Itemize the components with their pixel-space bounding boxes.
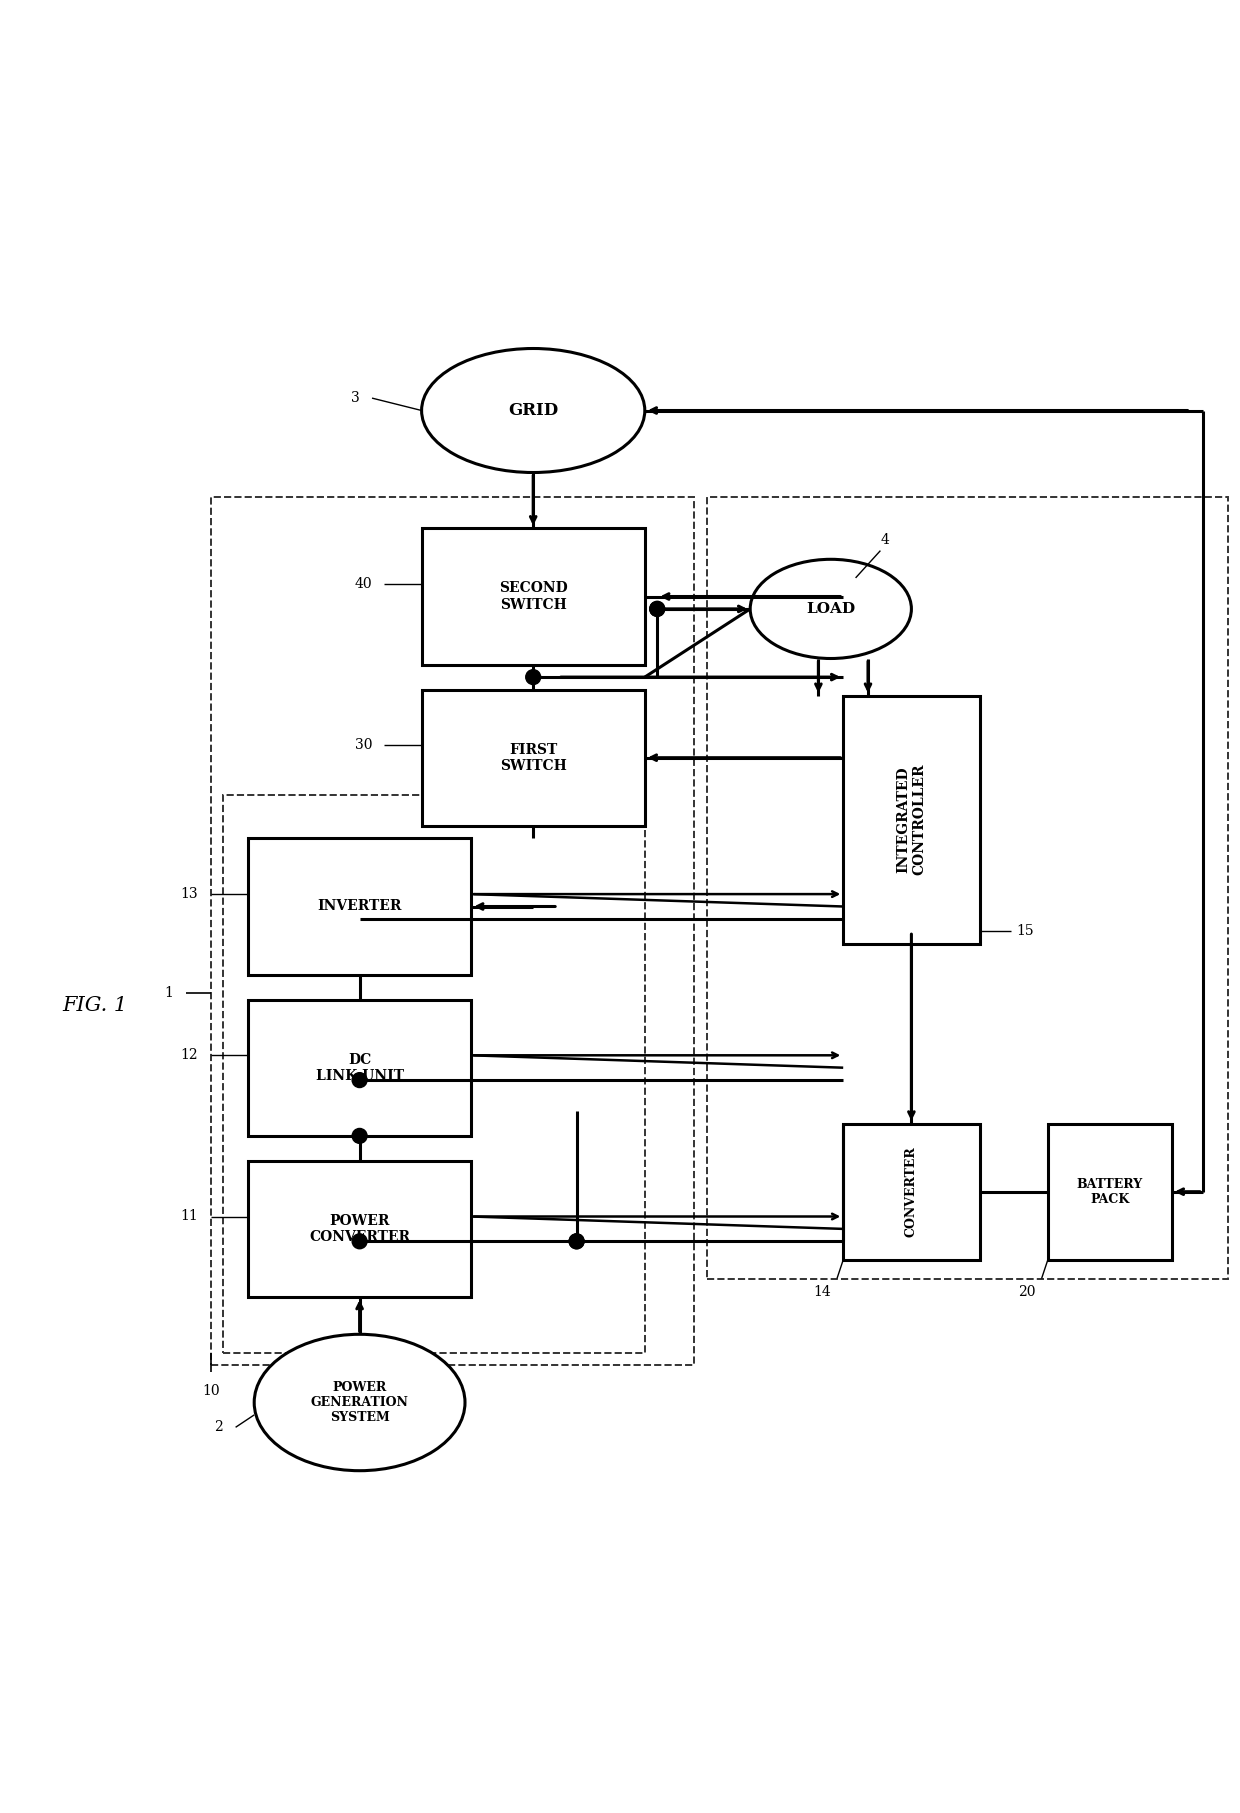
Text: POWER
CONVERTER: POWER CONVERTER [309, 1213, 410, 1244]
Text: 20: 20 [1018, 1285, 1035, 1298]
Text: GRID: GRID [508, 402, 558, 419]
Circle shape [650, 602, 665, 616]
Text: 30: 30 [355, 738, 372, 752]
Text: BATTERY
PACK: BATTERY PACK [1076, 1178, 1143, 1206]
Text: 10: 10 [202, 1383, 219, 1398]
Bar [422, 689, 645, 827]
Ellipse shape [750, 558, 911, 658]
Ellipse shape [254, 1334, 465, 1470]
Bar [248, 838, 471, 975]
Circle shape [569, 1235, 584, 1249]
Bar [211, 497, 694, 1365]
Circle shape [352, 1128, 367, 1144]
Circle shape [569, 1235, 584, 1249]
Text: 13: 13 [181, 887, 198, 901]
Text: 1: 1 [165, 986, 174, 1001]
Bar [707, 497, 1228, 1278]
Text: FIRST
SWITCH: FIRST SWITCH [500, 743, 567, 772]
Text: CONVERTER: CONVERTER [905, 1146, 918, 1236]
Text: 15: 15 [1017, 925, 1034, 939]
Text: 3: 3 [351, 392, 360, 404]
Bar [248, 1160, 471, 1296]
Bar [248, 999, 471, 1137]
Bar [223, 794, 645, 1352]
Circle shape [352, 1235, 367, 1249]
Text: 4: 4 [880, 533, 889, 548]
Bar [843, 1124, 980, 1260]
Text: 12: 12 [181, 1048, 198, 1062]
Text: 2: 2 [215, 1420, 223, 1434]
Text: INVERTER: INVERTER [317, 899, 402, 914]
Ellipse shape [422, 348, 645, 473]
Text: SECOND
SWITCH: SECOND SWITCH [498, 582, 568, 611]
Text: 40: 40 [355, 577, 372, 591]
Text: LOAD: LOAD [806, 602, 856, 616]
Bar [843, 696, 980, 945]
Circle shape [352, 1073, 367, 1088]
Text: POWER
GENERATION
SYSTEM: POWER GENERATION SYSTEM [311, 1382, 408, 1423]
Text: 11: 11 [181, 1209, 198, 1224]
Text: 14: 14 [813, 1285, 831, 1298]
Circle shape [650, 602, 665, 616]
Text: INTEGRATED
CONTROLLER: INTEGRATED CONTROLLER [897, 763, 926, 876]
Text: FIG. 1: FIG. 1 [62, 995, 128, 1015]
Circle shape [526, 669, 541, 685]
Text: DC
LINK UNIT: DC LINK UNIT [316, 1053, 403, 1082]
Bar [1048, 1124, 1172, 1260]
Bar [422, 528, 645, 665]
